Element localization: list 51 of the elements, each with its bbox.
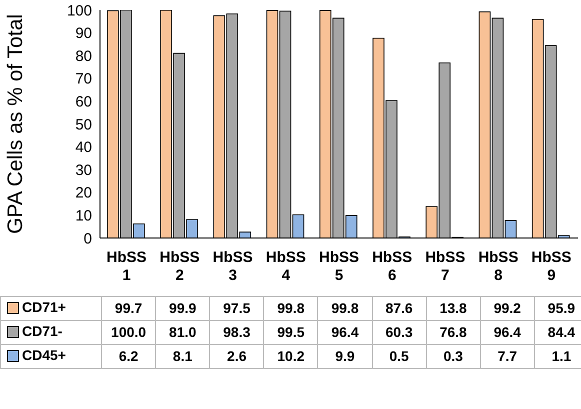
data-label: 99.9 (156, 296, 210, 320)
y-tick-label: 0 (84, 230, 92, 248)
y-tick-label: 70 (75, 70, 92, 88)
data-label: 96.4 (318, 320, 372, 344)
data-label: 99.8 (264, 296, 318, 320)
y-tick-label: 50 (75, 116, 92, 134)
data-label: 95.9 (534, 296, 581, 320)
data-label: 84.4 (534, 320, 581, 344)
data-label: 99.5 (264, 320, 318, 344)
data-label: 99.8 (318, 296, 372, 320)
y-tick-label: 100 (66, 2, 92, 20)
x-tick-label: HbSS 6 (372, 249, 412, 284)
data-label: 0.5 (372, 344, 426, 368)
y-tick-label: 20 (75, 184, 92, 202)
data-label: 1.1 (534, 344, 581, 368)
data-label: 100.0 (102, 320, 156, 344)
legend-label: CD71+ (21, 298, 66, 318)
data-label: 13.8 (426, 296, 480, 320)
y-tick-label: 90 (75, 25, 92, 42)
x-tick-label: HbSS 4 (266, 249, 306, 284)
data-label: 76.8 (426, 320, 480, 344)
legend-label: CD71- (21, 322, 62, 342)
data-label: 98.3 (210, 320, 264, 344)
data-label: 87.6 (372, 296, 426, 320)
x-tick-label: HbSS 1 (106, 249, 147, 284)
x-tick-label: HbSS 7 (425, 249, 466, 284)
data-label: 60.3 (372, 320, 426, 344)
data-label: 99.7 (102, 296, 156, 320)
x-tick-label: HbSS 9 (531, 249, 572, 284)
x-tick-label: HbSS 3 (212, 249, 253, 284)
data-label: 8.1 (156, 344, 210, 368)
data-label: 7.7 (480, 344, 534, 368)
data-label: 9.9 (318, 344, 372, 368)
data-label: 99.2 (480, 296, 534, 320)
y-axis-title: GPA Cells as % of Total (4, 14, 27, 234)
y-tick-label: 60 (75, 94, 92, 111)
data-label: 0.3 (426, 344, 480, 368)
x-tick-label: HbSS 2 (160, 249, 200, 284)
data-label: 97.5 (210, 296, 264, 320)
data-label: 96.4 (480, 320, 534, 344)
y-tick-label: 40 (75, 139, 92, 156)
data-label: 2.6 (210, 344, 264, 368)
y-tick-label: 30 (75, 162, 92, 179)
y-tick-label: 10 (75, 208, 92, 225)
y-tick-label: 80 (75, 48, 92, 65)
x-tick-label: HbSS 8 (478, 249, 518, 284)
data-label: 81.0 (156, 320, 210, 344)
data-label: 6.2 (102, 344, 156, 368)
legend-label: CD45+ (21, 346, 66, 366)
x-tick-label: HbSS 5 (318, 249, 360, 284)
data-label: 10.2 (264, 344, 318, 368)
